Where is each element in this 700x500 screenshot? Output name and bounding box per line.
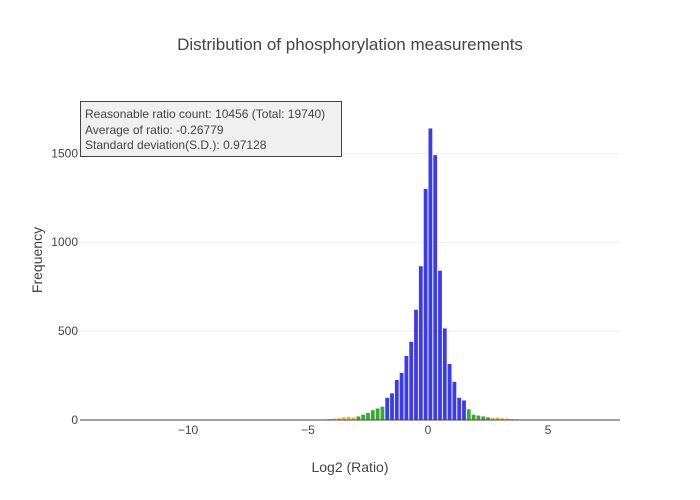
histogram-bar [452,381,457,420]
annotation-line-average: Average of ratio: -0.26779 [85,123,224,137]
histogram-bar [442,328,447,420]
y-tick-label: 0 [71,413,78,427]
histogram-bar [409,341,414,420]
y-tick-labels: 0 500 1000 1500 [51,146,78,427]
annotation-line-sd: Standard deviation(S.D.): 0.97128 [85,138,267,152]
x-tick-label: 5 [545,423,552,437]
histogram-bar [423,188,428,420]
histogram-bar [457,397,462,420]
histogram-bar [414,309,418,420]
histogram-bar [370,410,375,420]
x-tick-label: −5 [301,423,315,437]
histogram-bar [327,418,332,420]
histogram-bar [476,415,481,420]
histogram-bar [399,372,404,420]
histogram-bar [495,417,500,420]
y-axis-label: Frequency [29,227,45,293]
histogram-bar [390,393,394,420]
histogram-bar [337,418,342,420]
histogram-bar [332,418,337,420]
annotation-line-count: Reasonable ratio count: 10456 (Total: 19… [85,107,325,121]
histogram-bar [490,417,495,420]
histogram-bar [346,416,351,420]
histogram-bar [500,418,505,420]
histogram-bar [433,155,438,420]
histogram-bar [361,414,366,420]
histogram-bar [366,412,370,420]
histogram-bar [471,414,476,420]
chart-title: Distribution of phosphorylation measurem… [177,35,523,54]
histogram-bar [438,270,442,420]
histogram-bar [356,416,361,420]
histogram-bar [428,128,433,420]
histogram-bar [505,418,510,420]
histogram-bar [375,408,380,420]
histogram-bar [486,417,490,420]
histogram-bar [394,380,399,420]
annotation-box [80,101,342,157]
histogram-bar [481,416,486,420]
histogram-bar [447,364,452,420]
x-tick-label: −10 [178,423,199,437]
histogram-bar [380,406,385,420]
histogram-bar [466,409,471,420]
histogram-bar [462,400,466,420]
x-axis-label: Log2 (Ratio) [311,459,388,475]
histogram-bar [351,417,356,420]
y-tick-label: 1000 [51,235,78,249]
x-tick-label: 0 [425,423,432,437]
histogram-bar [342,417,346,420]
y-tick-label: 1500 [51,146,78,160]
histogram-bar [385,397,390,420]
x-tick-labels: −10 −5 0 5 [178,423,552,437]
y-tick-label: 500 [58,324,78,338]
histogram-bar [404,356,409,420]
histogram-bar [418,266,423,420]
gridlines [80,152,620,332]
bars [322,128,519,420]
stats-annotation: Reasonable ratio count: 10456 (Total: 19… [80,101,342,157]
